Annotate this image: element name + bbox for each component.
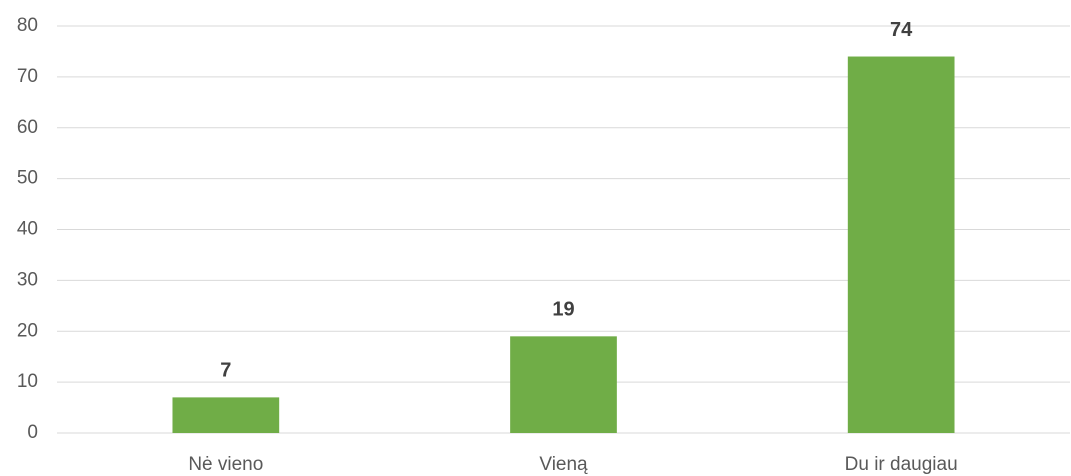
y-tick-label: 10 bbox=[17, 371, 38, 392]
bar bbox=[847, 56, 955, 434]
y-tick-label: 20 bbox=[17, 320, 38, 341]
data-label: 19 bbox=[552, 299, 574, 321]
data-label: 74 bbox=[890, 19, 913, 41]
y-tick-label: 80 bbox=[17, 15, 38, 36]
bar bbox=[172, 397, 280, 433]
y-tick-label: 40 bbox=[17, 219, 38, 240]
x-tick-label: Du ir daugiau bbox=[845, 454, 958, 475]
bar bbox=[510, 336, 617, 433]
y-tick-label: 70 bbox=[17, 66, 38, 87]
y-tick-label: 30 bbox=[17, 269, 38, 290]
y-tick-label: 0 bbox=[27, 422, 38, 443]
x-tick-label: Nė vieno bbox=[188, 454, 263, 475]
x-tick-label: Vieną bbox=[539, 454, 588, 475]
y-tick-label: 50 bbox=[17, 168, 38, 189]
data-label: 7 bbox=[220, 360, 231, 382]
y-tick-label: 60 bbox=[17, 117, 38, 138]
